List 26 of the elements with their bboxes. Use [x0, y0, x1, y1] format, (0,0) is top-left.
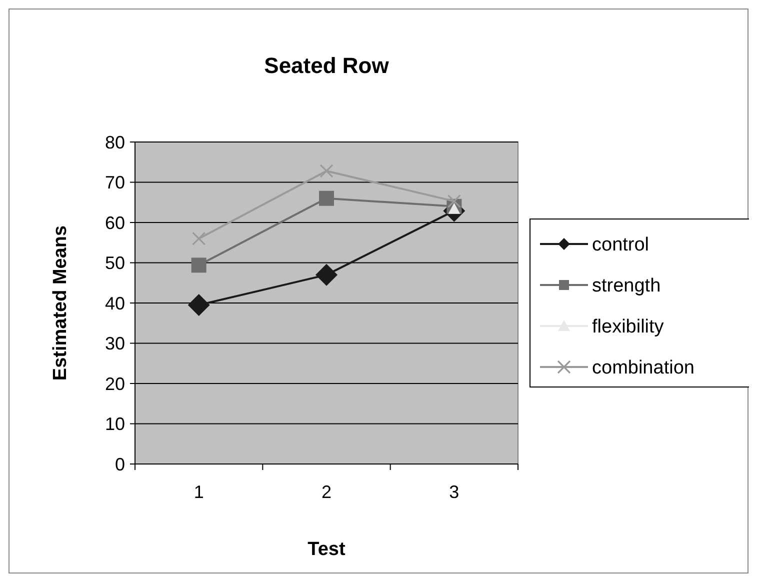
y-tick-label: 20: [104, 374, 125, 394]
y-tick-label: 50: [104, 253, 125, 274]
y-tick-label: 80: [104, 132, 125, 152]
legend-label: strength: [592, 276, 661, 297]
point: [319, 190, 334, 206]
y-tick-label: 30: [104, 334, 125, 354]
y-tick-label: 60: [104, 212, 125, 233]
legend-label: combination: [592, 358, 694, 379]
y-tick-label: 10: [104, 414, 125, 434]
y-tick-label: 0: [114, 454, 125, 474]
x-tick-label: 1: [194, 482, 204, 502]
chart-title: Seated Row: [264, 53, 390, 78]
point: [192, 232, 206, 246]
x-tick-label: 2: [321, 482, 332, 502]
y-tick-label: 70: [104, 172, 125, 193]
point: [320, 164, 334, 178]
y-tick-label: 40: [104, 293, 125, 314]
legend-label: control: [592, 234, 650, 256]
x-axis-title: Test: [308, 539, 346, 560]
x-tick-label: 3: [449, 482, 460, 502]
point: [316, 264, 338, 286]
y-axis-title: Estimated Means: [50, 225, 71, 381]
point: [447, 194, 461, 208]
point: [191, 258, 206, 273]
point: [188, 294, 210, 316]
legend-label: flexibility: [592, 316, 664, 338]
